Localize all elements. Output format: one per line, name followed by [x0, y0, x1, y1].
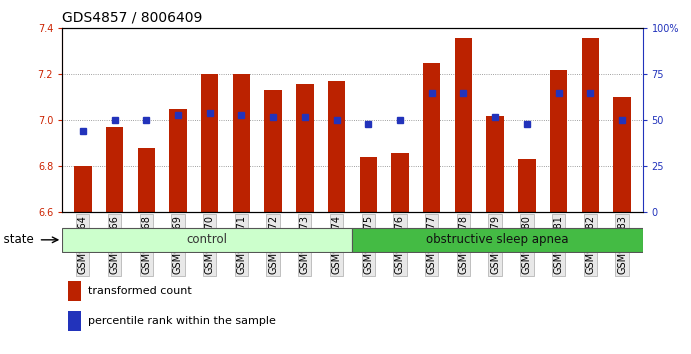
Bar	[486, 116, 504, 212]
Bar	[328, 81, 346, 212]
Text: transformed count: transformed count	[88, 286, 192, 296]
Text: GDS4857 / 8006409: GDS4857 / 8006409	[62, 10, 202, 24]
Bar	[201, 74, 218, 212]
Bar	[169, 109, 187, 212]
Bar	[455, 38, 472, 212]
Bar	[68, 311, 81, 331]
Text: percentile rank within the sample: percentile rank within the sample	[88, 316, 276, 326]
Bar	[62, 228, 352, 252]
Bar	[265, 91, 282, 212]
Bar	[106, 127, 123, 212]
Bar	[614, 97, 631, 212]
Text: control: control	[187, 233, 228, 246]
Bar	[296, 84, 314, 212]
Bar	[138, 148, 155, 212]
Bar	[68, 281, 81, 301]
Bar	[233, 74, 250, 212]
Bar	[582, 38, 599, 212]
Bar	[74, 166, 91, 212]
Bar	[352, 228, 643, 252]
Text: obstructive sleep apnea: obstructive sleep apnea	[426, 233, 569, 246]
Text: disease state: disease state	[0, 233, 35, 246]
Bar	[359, 157, 377, 212]
Bar	[518, 160, 536, 212]
Bar	[423, 63, 440, 212]
Bar	[550, 70, 567, 212]
Bar	[391, 153, 408, 212]
